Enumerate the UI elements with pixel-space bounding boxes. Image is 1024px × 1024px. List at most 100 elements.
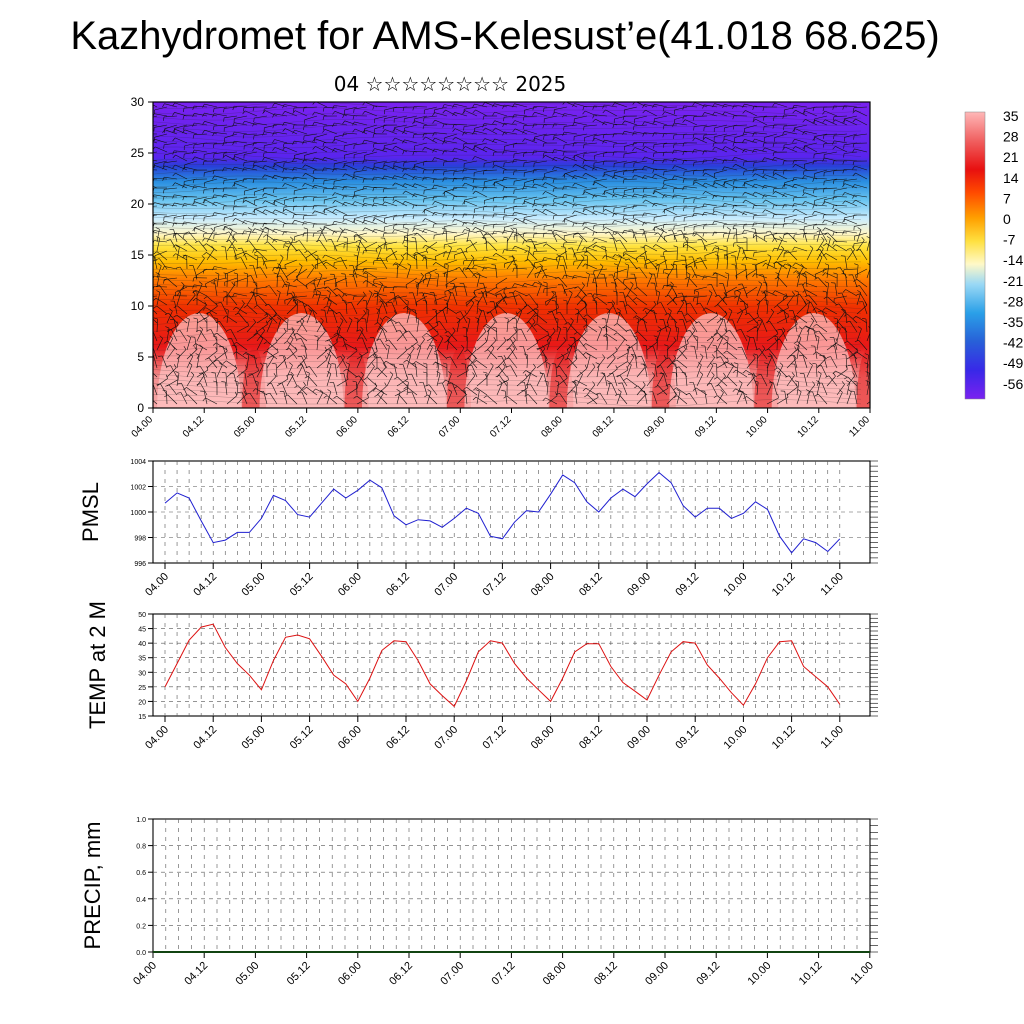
wind-barb bbox=[794, 246, 808, 252]
wind-barb bbox=[616, 339, 625, 351]
wind-barb bbox=[773, 115, 788, 118]
wind-barb-flag bbox=[853, 380, 858, 383]
wind-barb bbox=[754, 132, 768, 135]
wind-barb bbox=[584, 124, 598, 127]
wind-barb bbox=[774, 133, 788, 138]
wind-barb bbox=[536, 374, 543, 387]
wind-barb-flag bbox=[272, 164, 276, 168]
wind-barb bbox=[354, 128, 368, 135]
wind-barb bbox=[612, 274, 618, 288]
wind-barb bbox=[694, 295, 708, 298]
wind-barb bbox=[545, 155, 558, 162]
wind-barb-flag bbox=[324, 348, 329, 351]
wind-barb-flag bbox=[574, 349, 579, 352]
wind-barb-flag bbox=[282, 104, 285, 109]
wind-barb bbox=[195, 268, 208, 276]
wind-barb bbox=[566, 292, 573, 306]
wind-barb-flag bbox=[650, 363, 656, 365]
wind-barb bbox=[804, 175, 818, 180]
wind-barb-flag bbox=[708, 290, 713, 294]
wind-barb-flag bbox=[415, 338, 418, 343]
wind-barb bbox=[784, 106, 798, 111]
wind-barb-flag bbox=[702, 104, 705, 109]
wind-barb bbox=[174, 301, 178, 315]
wind-barb bbox=[674, 175, 688, 180]
wind-barb bbox=[269, 285, 278, 297]
wind-barb-flag bbox=[543, 281, 548, 284]
wind-barb bbox=[374, 202, 388, 207]
wind-barb bbox=[244, 187, 258, 192]
wind-barb bbox=[595, 181, 608, 189]
wind-barb bbox=[214, 132, 228, 135]
wind-barb bbox=[204, 151, 218, 155]
wind-barb-flag bbox=[495, 284, 498, 289]
wind-barb bbox=[175, 253, 188, 261]
wind-barb bbox=[865, 318, 868, 333]
wind-barb-flag bbox=[532, 106, 535, 111]
wind-barb-flag bbox=[392, 128, 396, 132]
wind-barb-flag bbox=[547, 330, 549, 335]
wind-barb-flag bbox=[282, 111, 286, 115]
wind-barb bbox=[384, 238, 388, 252]
wind-barb-flag bbox=[243, 391, 247, 395]
wind-barb bbox=[473, 259, 488, 261]
wind-barb-flag bbox=[562, 156, 565, 161]
wind-barb-flag bbox=[213, 380, 218, 383]
wind-barb bbox=[686, 330, 696, 342]
wind-barb bbox=[654, 120, 668, 126]
wind-barb bbox=[324, 223, 338, 227]
wind-barb bbox=[506, 258, 515, 270]
wind-barb bbox=[774, 102, 788, 108]
wind-barb bbox=[254, 205, 268, 210]
wind-barb bbox=[314, 157, 328, 162]
wind-barb bbox=[596, 364, 600, 378]
wind-barb bbox=[854, 232, 868, 237]
wind-barb bbox=[694, 149, 708, 153]
wind-barb-flag bbox=[222, 188, 225, 193]
wind-barb bbox=[343, 132, 358, 135]
wind-barb-flag bbox=[682, 242, 685, 247]
wind-barb bbox=[195, 343, 208, 351]
wind-barb-flag bbox=[714, 349, 718, 353]
wind-barb bbox=[390, 248, 398, 261]
wind-barb bbox=[314, 293, 328, 297]
wind-barb-flag bbox=[791, 372, 795, 376]
wind-barb bbox=[644, 212, 658, 216]
wind-barb bbox=[344, 228, 358, 234]
wind-barb-flag bbox=[582, 226, 586, 231]
wind-barb bbox=[276, 292, 281, 306]
wind-barb-flag bbox=[472, 186, 475, 191]
wind-barb-flag bbox=[342, 173, 346, 177]
wind-barb bbox=[544, 133, 558, 136]
wind-barb-flag bbox=[173, 233, 178, 237]
wind-barb-flag bbox=[581, 282, 585, 286]
wind-barb-flag bbox=[464, 310, 467, 315]
wind-barb bbox=[445, 228, 448, 243]
wind-barb bbox=[805, 145, 818, 153]
wind-barb bbox=[574, 151, 588, 156]
wind-barb-flag bbox=[162, 389, 167, 392]
wind-barb-flag bbox=[692, 149, 695, 154]
wind-barb bbox=[380, 356, 388, 369]
wind-barb-flag bbox=[777, 328, 782, 331]
wind-barb bbox=[656, 292, 661, 306]
wind-barb bbox=[406, 306, 418, 315]
wind-barb-flag bbox=[672, 165, 675, 170]
wind-barb-flag bbox=[738, 283, 743, 285]
wind-barb-flag bbox=[792, 177, 795, 182]
wind-barb bbox=[174, 182, 188, 189]
wind-barb bbox=[656, 230, 664, 243]
wind-barb-flag bbox=[287, 373, 292, 376]
wind-barb bbox=[254, 228, 268, 234]
wind-barb-flag bbox=[452, 178, 455, 183]
heatmap-x-axis: 04.00 04.12 05.00 05.12 06.00 06.12 07.00 07.12… bbox=[130, 408, 872, 440]
wind-barb-flag bbox=[366, 348, 369, 353]
wind-barb bbox=[755, 234, 768, 243]
wind-barb bbox=[627, 304, 638, 315]
wind-barb-flag bbox=[312, 121, 315, 126]
wind-barb-flag bbox=[557, 283, 562, 285]
wind-barb-flag bbox=[237, 247, 242, 249]
wind-barb-flag bbox=[482, 256, 485, 261]
wind-barb bbox=[744, 211, 758, 216]
wind-barb bbox=[834, 346, 838, 360]
